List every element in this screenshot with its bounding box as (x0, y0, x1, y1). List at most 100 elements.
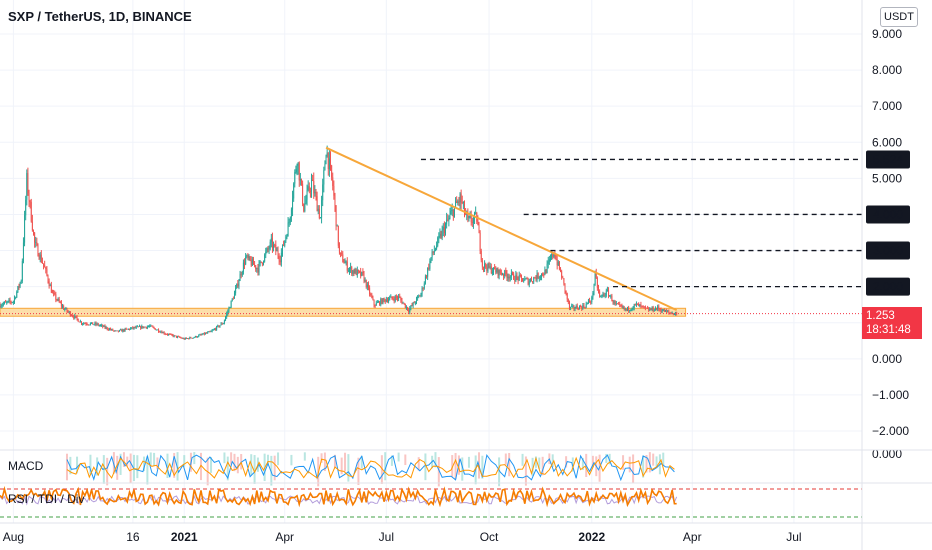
candle-body (271, 238, 273, 248)
candle-body (149, 326, 151, 327)
rsi-pane (0, 485, 862, 518)
candle-body (414, 302, 416, 304)
candle-body (99, 325, 101, 327)
trendline[interactable] (325, 146, 678, 312)
horizontal-levels[interactable]: 5.524 4.000 3.000 2.000 (420, 150, 910, 296)
candle-body (524, 278, 526, 281)
candle-body (603, 294, 605, 296)
candle-body (158, 329, 160, 332)
level-badge-3 (866, 277, 910, 296)
candle-body (611, 295, 613, 302)
candle-body (643, 306, 645, 308)
y-tick-10: −1.000 (872, 388, 909, 402)
candle-body (627, 307, 629, 311)
candle-body (385, 299, 387, 302)
candle-body (93, 324, 95, 326)
candle-body (596, 278, 598, 288)
candle-body (300, 179, 302, 184)
candle-body (250, 260, 252, 266)
macd-histogram-bar (149, 452, 152, 466)
candle-body (50, 285, 52, 293)
candle-body (394, 296, 396, 301)
candle-body (220, 323, 222, 326)
macd-histogram-bar (648, 452, 651, 473)
candle-body (240, 274, 242, 276)
candle-body (593, 284, 595, 294)
candle-body (587, 300, 589, 303)
candle-body (136, 326, 138, 328)
candle-body (265, 251, 267, 255)
candle-body (529, 279, 531, 282)
candle-body (333, 185, 335, 196)
candle-body (410, 305, 412, 309)
candle-body (482, 266, 484, 268)
candle-body (572, 305, 574, 307)
x-tick-0: Aug (3, 530, 24, 544)
candle-body (581, 306, 583, 309)
candle-body (526, 278, 528, 280)
candle-body (216, 326, 218, 330)
candle-body (47, 275, 49, 282)
candle-body (404, 303, 406, 308)
candle-body (89, 323, 91, 325)
candle-body (346, 261, 348, 271)
candle-body (579, 306, 581, 310)
candle-body (364, 279, 366, 282)
level-badge-1 (866, 205, 910, 224)
candle-body (341, 252, 343, 255)
candle-body (503, 274, 505, 276)
candle-body (191, 338, 193, 339)
time-axis[interactable]: Aug 16 2021 Apr Jul Oct 2022 Apr Jul (3, 530, 802, 544)
candle-body (664, 310, 666, 312)
candle-body (290, 209, 292, 218)
candle-body (398, 296, 400, 299)
candle-body (450, 211, 452, 215)
candle-body (245, 256, 247, 265)
candle-body (92, 322, 94, 325)
candle-body (146, 326, 148, 329)
candle-body (68, 311, 70, 313)
candle-body (504, 270, 506, 276)
macd-histogram-bar (632, 454, 635, 483)
macd-histogram-bar (176, 452, 179, 481)
candle-body (411, 305, 413, 307)
candle-body (546, 263, 548, 273)
candle-body (110, 328, 112, 330)
candle-body (585, 303, 587, 308)
candle-body (599, 291, 601, 297)
candle-body (666, 310, 668, 312)
candle-body (536, 273, 538, 280)
macd-histogram-bar (323, 452, 326, 472)
candle-body (353, 270, 355, 274)
candle-body (613, 301, 615, 303)
candle-body (270, 238, 272, 242)
candle-body (292, 198, 294, 210)
candle-body (321, 200, 323, 218)
candle-body (3, 301, 5, 304)
candle-body (424, 276, 426, 284)
candle-body (197, 336, 199, 338)
x-tick-3: Apr (275, 530, 294, 544)
candle-body (637, 303, 639, 305)
macd-histogram-bar (662, 452, 665, 466)
macd-histogram-bar (541, 456, 544, 476)
macd-histogram-bar (581, 457, 584, 471)
candle-body (451, 209, 453, 212)
candle-body (207, 332, 209, 334)
candle-body (506, 273, 508, 278)
candle-body (114, 330, 116, 332)
candle-body (289, 217, 291, 223)
candle-body (434, 248, 436, 251)
macd-histogram-bar (253, 455, 256, 484)
candle-body (422, 287, 424, 289)
candle-body (104, 325, 106, 328)
candle-body (331, 165, 333, 178)
candle-body (336, 225, 338, 227)
candle-body (469, 216, 471, 218)
candle-body (323, 170, 325, 185)
y-tick-2: 7.000 (872, 99, 902, 113)
macd-histogram-bar (344, 452, 347, 472)
currency-button[interactable]: USDT (880, 7, 918, 27)
candle-body (113, 330, 115, 332)
